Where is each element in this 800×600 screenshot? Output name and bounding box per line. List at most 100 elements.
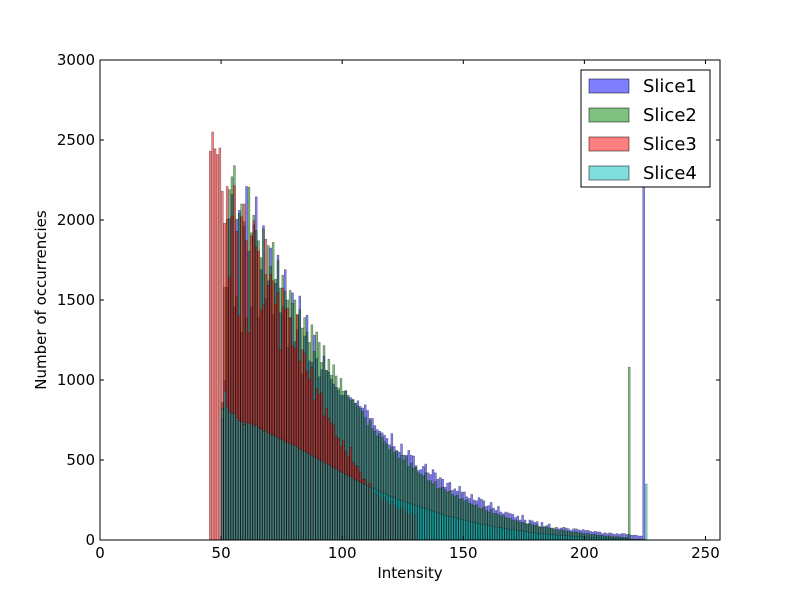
bar-slice4 <box>528 531 532 541</box>
bar-slice4 <box>552 534 556 541</box>
x-tick-label: 150 <box>449 544 478 562</box>
bar-slice4 <box>296 446 299 541</box>
bar-slice4 <box>417 506 420 541</box>
legend-items: Slice1 Slice2 Slice3 Slice4 <box>588 76 697 184</box>
bar-slice4 <box>535 532 539 541</box>
bar-slice4 <box>533 532 536 541</box>
bar-slice4 <box>344 474 348 541</box>
bar-slice4 <box>577 536 580 541</box>
bar-slice4 <box>468 521 471 541</box>
y-tick-label: 1500 <box>57 291 95 309</box>
y-axis-label: Number of occurrencies <box>32 210 50 390</box>
bar-slice4 <box>259 428 263 541</box>
bar-slice3 <box>213 148 217 541</box>
bar-slice4 <box>247 422 251 541</box>
x-tick-label: 100 <box>328 544 357 562</box>
bar-slice4 <box>557 534 561 541</box>
bar-slice4 <box>540 533 544 541</box>
bar-slice4 <box>356 480 360 541</box>
bar-slice4 <box>521 530 524 541</box>
bar-slice4 <box>230 413 234 541</box>
bar-slice4 <box>317 459 321 541</box>
bar-slice4 <box>550 534 553 541</box>
bar-slice4 <box>242 424 246 541</box>
bar-slice4 <box>363 484 367 541</box>
bar-slice4 <box>342 472 345 541</box>
bar-slice4 <box>349 476 352 541</box>
bar-slice4 <box>240 421 243 541</box>
bar-slice2 <box>627 366 631 541</box>
bar-slice4 <box>310 454 314 541</box>
bar-slice4 <box>456 518 459 541</box>
bar-slice4 <box>477 523 481 541</box>
bar-slice4 <box>429 510 432 541</box>
bar-slice4 <box>395 498 398 541</box>
bar-slice4 <box>388 495 391 541</box>
bar-slice4 <box>492 526 495 541</box>
bar-slice4 <box>298 448 302 541</box>
bar-slice4 <box>426 509 430 541</box>
bar-slice4 <box>562 535 566 541</box>
legend-swatch-slice2 <box>588 107 630 123</box>
x-axis-label: Intensity <box>377 564 442 582</box>
bar-slice4 <box>380 492 384 541</box>
bar-slice4 <box>225 406 229 541</box>
bar-slice4 <box>366 485 369 541</box>
bar-slice4 <box>448 516 452 541</box>
bar-slice3 <box>208 150 212 541</box>
bar-slice4 <box>518 530 522 541</box>
bar-slice4 <box>339 471 343 541</box>
bar-slice4 <box>480 523 483 541</box>
series-slice4 <box>221 390 648 541</box>
bar-slice4 <box>257 427 260 541</box>
bar-slice4 <box>354 479 357 541</box>
legend-swatch-slice1 <box>588 78 630 94</box>
y-tick-label: 0 <box>85 531 95 549</box>
bar-slice4 <box>228 410 231 541</box>
bar-slice4 <box>567 535 570 541</box>
bar-slice4 <box>489 525 493 541</box>
bar-slice3 <box>211 131 214 541</box>
bar-slice4 <box>439 513 442 541</box>
bar-slice4 <box>485 524 488 541</box>
bar-slice4 <box>264 430 268 541</box>
bar-slice4 <box>434 511 437 541</box>
bar-slice4 <box>233 413 236 541</box>
legend-label-slice2: Slice2 <box>643 105 697 126</box>
bar-slice4 <box>572 536 575 541</box>
bar-slice4 <box>424 508 427 541</box>
bar-slice4 <box>250 423 253 541</box>
bar-slice4 <box>293 445 297 541</box>
bar-slice4 <box>327 464 331 541</box>
bar-slice4 <box>409 503 413 541</box>
bar-slice4 <box>502 527 505 541</box>
bar-slice4 <box>313 456 316 541</box>
bar-slice4 <box>274 435 277 541</box>
bar-slice4 <box>252 426 256 541</box>
bar-slice4 <box>499 527 503 541</box>
bar-slice4 <box>378 490 381 541</box>
bar-slice4 <box>332 467 335 541</box>
bar-slice4 <box>284 441 287 541</box>
bar-slice4 <box>431 510 435 541</box>
bar-slice3 <box>218 147 222 541</box>
bar-slice4 <box>281 439 285 541</box>
bar-slice4 <box>301 450 304 541</box>
bar-slice4 <box>347 475 350 541</box>
bar-slice4 <box>538 533 541 541</box>
y-tick-label: 3000 <box>57 51 95 69</box>
bar-slice4 <box>286 442 289 541</box>
bar-slice4 <box>463 519 466 541</box>
x-tick-label: 200 <box>570 544 599 562</box>
bar-slice4 <box>368 486 372 541</box>
legend-swatch-slice3 <box>588 136 630 152</box>
bar-slice4 <box>482 524 486 541</box>
bar-slice4 <box>407 502 411 541</box>
bar-slice4 <box>330 466 333 541</box>
bar-slice4 <box>555 534 558 541</box>
bar-slice4 <box>271 434 275 541</box>
bar-slice4 <box>422 507 425 541</box>
